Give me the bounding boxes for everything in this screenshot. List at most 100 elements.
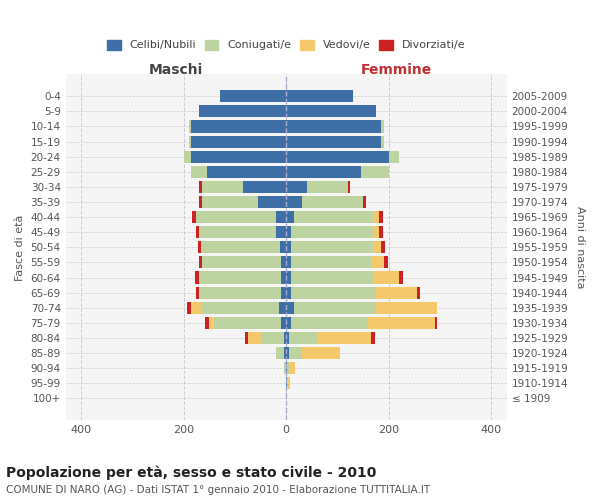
Bar bbox=[292, 272, 373, 283]
Bar bbox=[417, 286, 419, 298]
Bar bbox=[202, 256, 281, 268]
Bar bbox=[292, 317, 368, 329]
Bar bbox=[220, 90, 286, 102]
Bar bbox=[196, 226, 199, 238]
Bar bbox=[286, 256, 292, 268]
Y-axis label: Fasce di età: Fasce di età bbox=[15, 214, 25, 280]
Bar bbox=[205, 317, 209, 329]
Bar bbox=[248, 332, 260, 344]
Bar bbox=[376, 286, 417, 298]
Text: Maschi: Maschi bbox=[149, 62, 203, 76]
Bar bbox=[286, 181, 307, 193]
Bar bbox=[195, 272, 199, 283]
Bar bbox=[280, 242, 286, 254]
Bar bbox=[196, 286, 199, 298]
Y-axis label: Anni di nascita: Anni di nascita bbox=[575, 206, 585, 288]
Bar bbox=[286, 90, 353, 102]
Bar bbox=[281, 256, 286, 268]
Bar bbox=[281, 317, 286, 329]
Bar bbox=[361, 166, 389, 178]
Bar bbox=[286, 166, 361, 178]
Bar bbox=[191, 150, 286, 162]
Bar bbox=[348, 181, 350, 193]
Bar bbox=[199, 226, 276, 238]
Bar bbox=[276, 226, 286, 238]
Bar bbox=[199, 196, 202, 208]
Bar bbox=[286, 242, 292, 254]
Bar bbox=[379, 226, 383, 238]
Bar bbox=[199, 286, 281, 298]
Bar bbox=[363, 196, 365, 208]
Bar bbox=[191, 120, 286, 132]
Bar bbox=[302, 196, 363, 208]
Bar bbox=[292, 242, 373, 254]
Bar bbox=[371, 332, 375, 344]
Bar bbox=[287, 377, 290, 390]
Bar bbox=[307, 181, 348, 193]
Bar bbox=[286, 362, 287, 374]
Bar bbox=[258, 196, 286, 208]
Bar bbox=[214, 317, 281, 329]
Bar bbox=[245, 332, 248, 344]
Bar bbox=[435, 317, 437, 329]
Bar bbox=[242, 181, 286, 193]
Text: Popolazione per età, sesso e stato civile - 2010: Popolazione per età, sesso e stato civil… bbox=[6, 465, 376, 479]
Bar bbox=[286, 317, 292, 329]
Bar bbox=[368, 317, 435, 329]
Bar bbox=[286, 150, 389, 162]
Bar bbox=[373, 272, 399, 283]
Bar bbox=[191, 302, 202, 314]
Bar bbox=[373, 242, 381, 254]
Bar bbox=[276, 347, 284, 359]
Bar bbox=[399, 272, 403, 283]
Bar bbox=[184, 150, 191, 162]
Bar bbox=[200, 242, 280, 254]
Bar bbox=[317, 332, 371, 344]
Bar bbox=[187, 302, 191, 314]
Bar bbox=[278, 302, 286, 314]
Bar bbox=[286, 196, 302, 208]
Bar bbox=[199, 106, 286, 118]
Bar bbox=[286, 226, 292, 238]
Bar bbox=[191, 166, 207, 178]
Bar bbox=[189, 120, 191, 132]
Bar bbox=[373, 211, 379, 223]
Bar bbox=[276, 211, 286, 223]
Bar bbox=[284, 347, 286, 359]
Bar bbox=[389, 150, 399, 162]
Bar bbox=[286, 136, 381, 147]
Bar bbox=[202, 196, 258, 208]
Bar bbox=[289, 332, 317, 344]
Bar bbox=[202, 181, 242, 193]
Bar bbox=[373, 226, 379, 238]
Bar bbox=[260, 332, 284, 344]
Bar bbox=[381, 120, 383, 132]
Bar bbox=[292, 256, 371, 268]
Bar bbox=[189, 136, 191, 147]
Bar bbox=[281, 286, 286, 298]
Bar bbox=[286, 286, 292, 298]
Bar bbox=[294, 302, 376, 314]
Bar bbox=[286, 347, 289, 359]
Bar bbox=[381, 136, 383, 147]
Bar bbox=[290, 362, 295, 374]
Bar bbox=[207, 166, 286, 178]
Bar bbox=[193, 211, 196, 223]
Text: COMUNE DI NARO (AG) - Dati ISTAT 1° gennaio 2010 - Elaborazione TUTTITALIA.IT: COMUNE DI NARO (AG) - Dati ISTAT 1° genn… bbox=[6, 485, 430, 495]
Bar bbox=[286, 302, 294, 314]
Bar bbox=[302, 347, 340, 359]
Bar bbox=[198, 242, 200, 254]
Bar bbox=[196, 211, 276, 223]
Bar bbox=[376, 302, 437, 314]
Bar bbox=[286, 272, 292, 283]
Bar bbox=[286, 377, 287, 390]
Bar bbox=[287, 362, 290, 374]
Bar bbox=[383, 256, 388, 268]
Bar bbox=[379, 211, 383, 223]
Bar bbox=[284, 362, 286, 374]
Bar bbox=[289, 347, 302, 359]
Bar bbox=[199, 256, 202, 268]
Bar bbox=[199, 181, 202, 193]
Text: Femmine: Femmine bbox=[361, 62, 432, 76]
Bar bbox=[381, 242, 385, 254]
